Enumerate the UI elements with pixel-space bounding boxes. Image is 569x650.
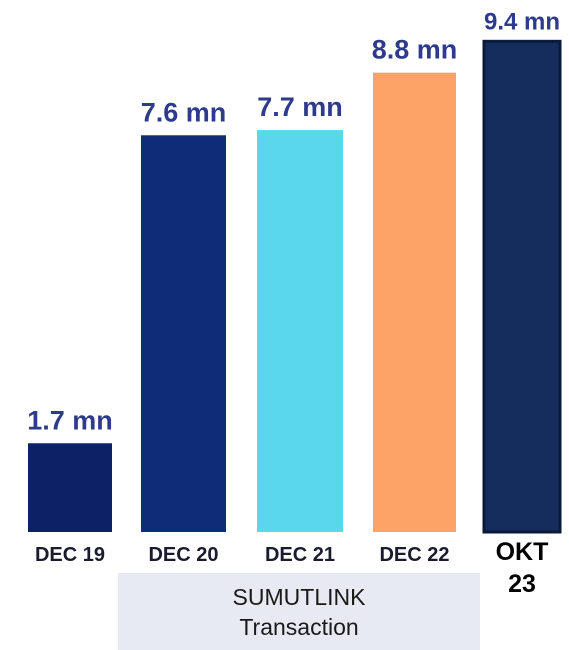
category-label-okt-23: OKT 23 (496, 538, 549, 598)
caption-box: SUMUTLINK Transaction (118, 573, 480, 650)
value-label-dec-19: 1.7 mn (27, 405, 113, 435)
value-label-okt-23: 9.4 mn (484, 8, 560, 35)
category-label-dec-20: DEC 20 (148, 544, 218, 566)
bar-dec-20 (141, 135, 226, 532)
value-label-dec-21: 7.7 mn (257, 92, 343, 122)
category-labels-group: DEC 19 DEC 20 DEC 21 DEC 22 OKT 23 (35, 538, 548, 598)
value-labels-group: 1.7 mn 7.6 mn 7.7 mn 8.8 mn 9.4 mn (27, 8, 560, 435)
bars-group (28, 39, 562, 534)
category-label-dec-22: DEC 22 (379, 544, 449, 566)
bar-okt-23 (482, 39, 562, 534)
category-label-dec-21: DEC 21 (265, 544, 335, 566)
value-label-dec-22: 8.8 mn (372, 35, 458, 65)
bar-dec-22 (373, 72, 456, 532)
caption-line-1: SUMUTLINK (232, 583, 366, 610)
value-label-dec-20: 7.6 mn (141, 97, 227, 127)
bar-dec-19 (28, 443, 112, 532)
category-label-dec-19: DEC 19 (35, 544, 105, 566)
caption-line-2: Transaction (239, 613, 359, 640)
bar-dec-21 (257, 130, 343, 532)
